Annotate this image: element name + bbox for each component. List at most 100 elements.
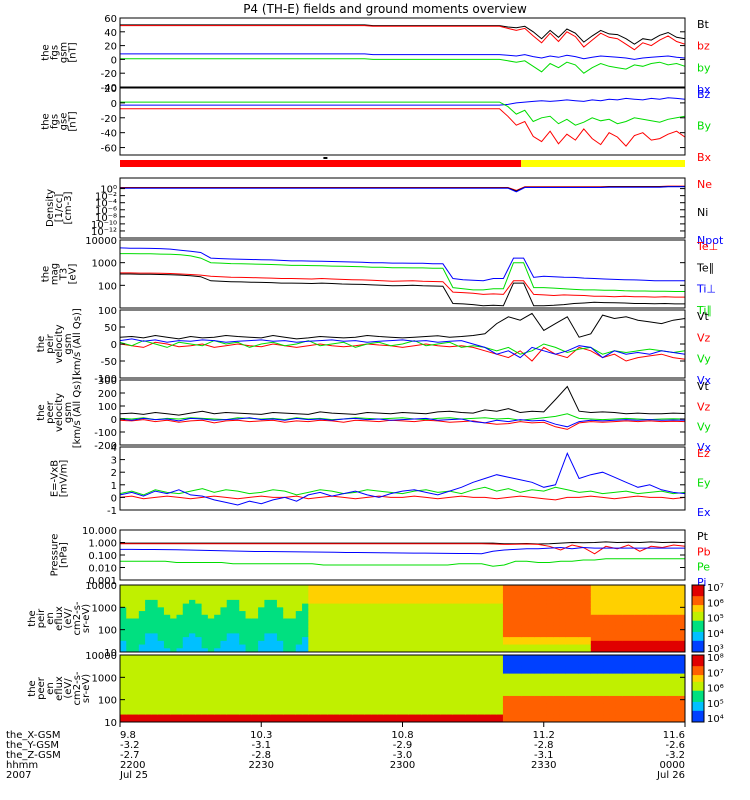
- heatmap-cell: [308, 703, 316, 708]
- heatmap-cell: [308, 588, 316, 593]
- heatmap-cell: [327, 629, 334, 634]
- heatmap-cell: [553, 666, 560, 671]
- heatmap-cell: [546, 596, 554, 601]
- heatmap-cell: [182, 607, 190, 612]
- y-axis-label: en: [45, 612, 56, 625]
- heatmap-cell: [490, 684, 498, 689]
- heatmap-cell: [314, 618, 322, 623]
- panel-frame: [119, 239, 686, 309]
- heatmap-cell: [440, 703, 447, 708]
- heatmap-cell: [138, 677, 146, 682]
- heatmap-cell: [578, 588, 586, 593]
- heatmap-cell: [615, 703, 623, 708]
- heatmap-cell: [672, 688, 680, 693]
- heatmap-cell: [597, 633, 604, 638]
- heatmap-cell: [471, 688, 479, 693]
- heatmap-cell: [176, 648, 184, 653]
- heatmap-cell: [678, 707, 686, 712]
- heatmap-cell: [364, 585, 372, 590]
- heatmap-cell: [339, 681, 347, 686]
- heatmap-cell: [327, 658, 334, 663]
- heatmap-cell: [559, 662, 567, 667]
- heatmap-cell: [182, 684, 190, 689]
- heatmap-cell: [295, 629, 303, 634]
- heatmap-cell: [251, 614, 259, 619]
- heatmap-cell: [528, 611, 535, 616]
- heatmap-cell: [477, 677, 485, 682]
- heatmap-cell: [276, 599, 284, 605]
- heatmap-cell: [609, 666, 617, 671]
- heatmap-cell: [182, 596, 190, 601]
- heatmap-cell: [132, 669, 140, 675]
- heatmap-cell: [484, 592, 491, 597]
- heatmap-cell: [214, 611, 221, 616]
- heatmap-cell: [352, 692, 360, 697]
- y-axis-label: fgs: [50, 45, 61, 60]
- heatmap-cell: [389, 588, 397, 593]
- series-Vt: [119, 312, 686, 340]
- y-axis-label: T3: [59, 268, 70, 281]
- heatmap-cell: [578, 681, 586, 686]
- heatmap-cell: [471, 637, 479, 642]
- heatmap-cell: [641, 648, 648, 653]
- heatmap-cell: [502, 607, 510, 612]
- heatmap-cell: [163, 714, 171, 719]
- heatmap-cell: [546, 695, 554, 701]
- heatmap-cell: [427, 637, 435, 642]
- heatmap-cell: [496, 588, 504, 593]
- heatmap-cell: [239, 655, 247, 660]
- heatmap-cell: [189, 633, 196, 638]
- heatmap-cell: [201, 640, 209, 646]
- heatmap-cell: [245, 614, 253, 619]
- heatmap-cell: [358, 644, 366, 649]
- heatmap-cell: [609, 622, 617, 627]
- heatmap-cell: [245, 622, 253, 627]
- heatmap-cell: [176, 588, 184, 593]
- heatmap-cell: [201, 614, 209, 619]
- heatmap-cell: [126, 703, 134, 708]
- heatmap-cell: [546, 607, 554, 612]
- heatmap-cell: [364, 592, 372, 597]
- heatmap-cell: [220, 677, 228, 682]
- heatmap-cell: [678, 688, 686, 693]
- heatmap-cell: [534, 603, 542, 608]
- heatmap-cell: [628, 681, 636, 686]
- heatmap-cell: [302, 684, 309, 689]
- y-axis-label: sr-eV): [81, 604, 92, 633]
- heatmap-cell: [408, 677, 416, 682]
- heatmap-cell: [201, 629, 209, 634]
- heatmap-cell: [377, 677, 385, 682]
- heatmap-cell: [433, 677, 441, 682]
- heatmap-cell: [377, 681, 385, 686]
- heatmap-cell: [653, 703, 661, 708]
- heatmap-cell: [578, 633, 586, 638]
- heatmap-cell: [459, 714, 466, 719]
- heatmap-cell: [641, 585, 648, 590]
- time-tick-label: -3.0: [393, 750, 413, 761]
- heatmap-cell: [132, 644, 140, 649]
- heatmap-cell: [433, 648, 441, 653]
- heatmap-cell: [289, 614, 297, 619]
- heatmap-cell: [233, 669, 240, 675]
- heatmap-cell: [189, 655, 196, 660]
- heatmap-cell: [641, 629, 648, 634]
- heatmap-cell: [233, 684, 240, 689]
- heatmap-cell: [440, 622, 447, 627]
- heatmap-cell: [622, 633, 629, 638]
- y-tick-label: 0: [111, 493, 117, 504]
- heatmap-cell: [515, 666, 523, 671]
- heatmap-cell: [364, 596, 372, 601]
- time-tick-label: 11.6: [663, 730, 685, 741]
- legend-Vx: Vx: [697, 374, 712, 387]
- heatmap-cell: [666, 648, 673, 653]
- heatmap-cell: [157, 662, 165, 667]
- heatmap-cell: [521, 673, 529, 678]
- heatmap-cell: [195, 611, 203, 616]
- heatmap-cell: [678, 658, 686, 663]
- heatmap-cell: [603, 585, 611, 590]
- heatmap-cell: [672, 692, 680, 697]
- heatmap-cell: [622, 699, 629, 704]
- heatmap-cell: [189, 629, 196, 634]
- heatmap-cell: [415, 618, 422, 623]
- heatmap-cell: [572, 618, 579, 623]
